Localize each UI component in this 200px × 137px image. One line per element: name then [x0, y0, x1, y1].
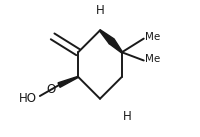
Polygon shape: [109, 39, 122, 53]
Text: H: H: [123, 110, 132, 123]
Text: H: H: [96, 4, 104, 17]
Text: Me: Me: [145, 32, 160, 42]
Text: HO: HO: [19, 92, 37, 105]
Polygon shape: [100, 30, 114, 44]
Text: O: O: [46, 83, 56, 96]
Text: Me: Me: [145, 54, 160, 64]
Polygon shape: [58, 76, 78, 87]
